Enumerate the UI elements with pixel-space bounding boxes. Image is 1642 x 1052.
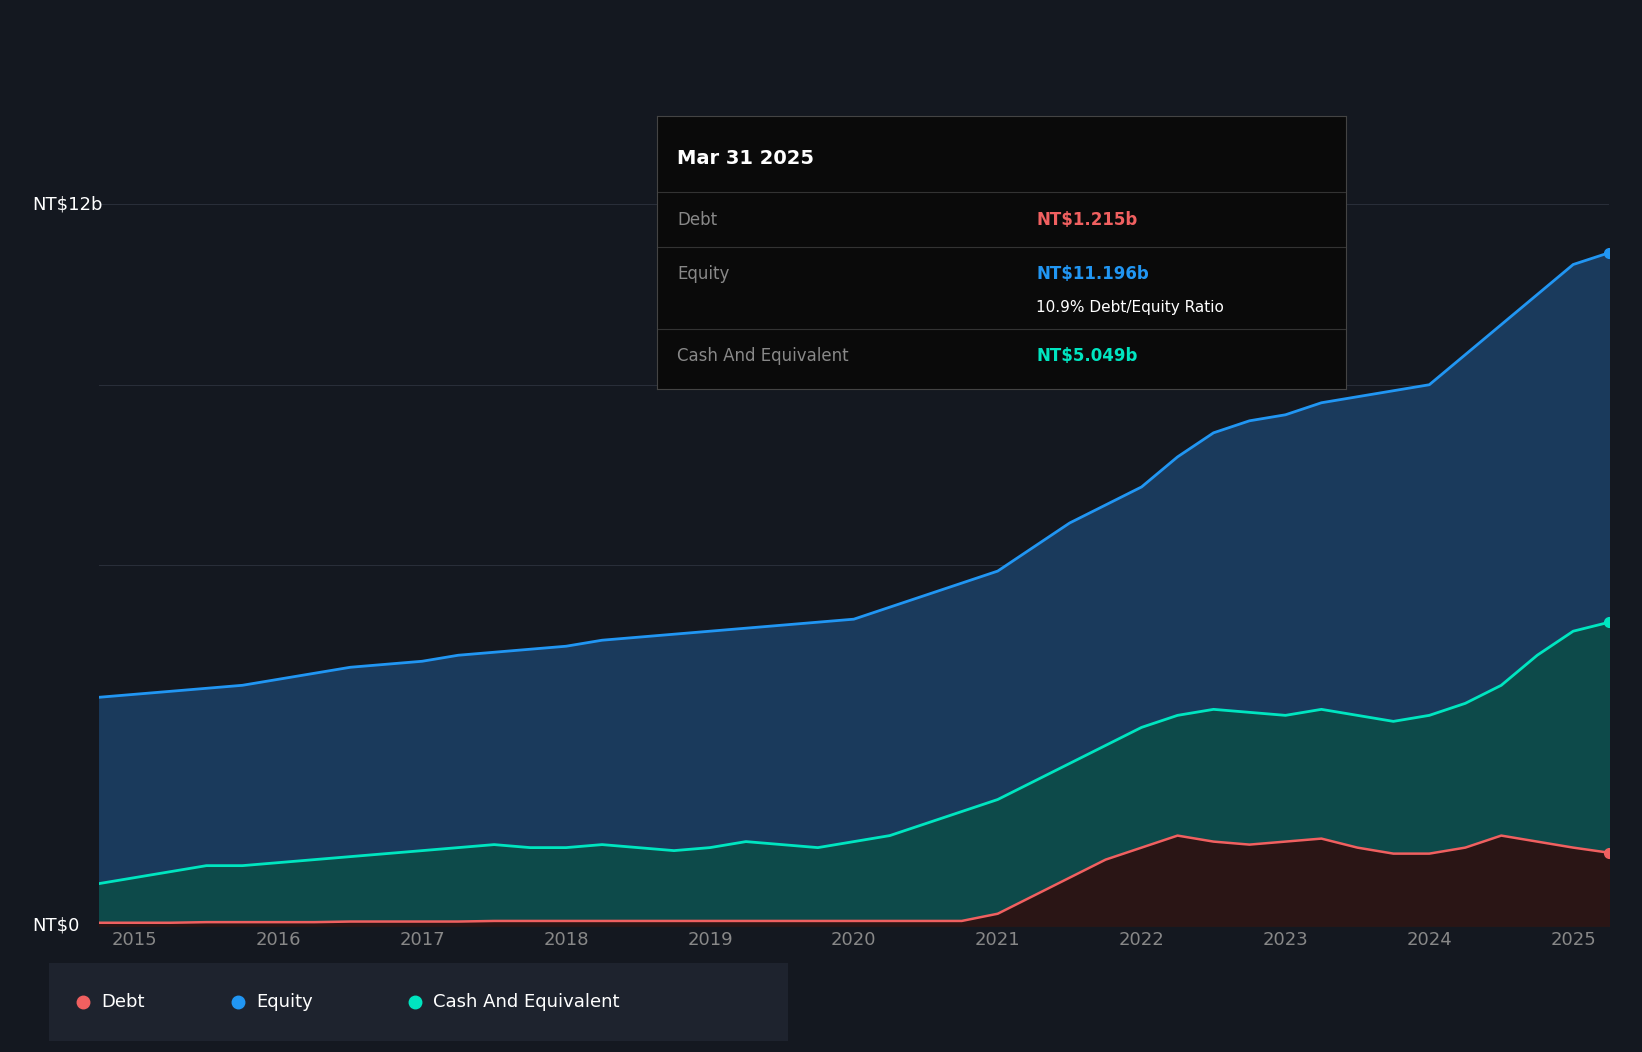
Text: Cash And Equivalent: Cash And Equivalent (433, 993, 621, 1011)
Text: NT$1.215b: NT$1.215b (1036, 210, 1138, 228)
Text: Equity: Equity (256, 993, 314, 1011)
Text: NT$12b: NT$12b (31, 196, 102, 214)
Text: NT$5.049b: NT$5.049b (1036, 347, 1138, 365)
Text: NT$11.196b: NT$11.196b (1036, 265, 1149, 283)
Text: Mar 31 2025: Mar 31 2025 (678, 148, 814, 167)
Text: Debt: Debt (678, 210, 718, 228)
Text: Cash And Equivalent: Cash And Equivalent (678, 347, 849, 365)
Text: NT$0: NT$0 (31, 916, 79, 935)
Text: Debt: Debt (102, 993, 144, 1011)
Text: Equity: Equity (678, 265, 729, 283)
Text: 10.9% Debt/Equity Ratio: 10.9% Debt/Equity Ratio (1036, 300, 1223, 315)
